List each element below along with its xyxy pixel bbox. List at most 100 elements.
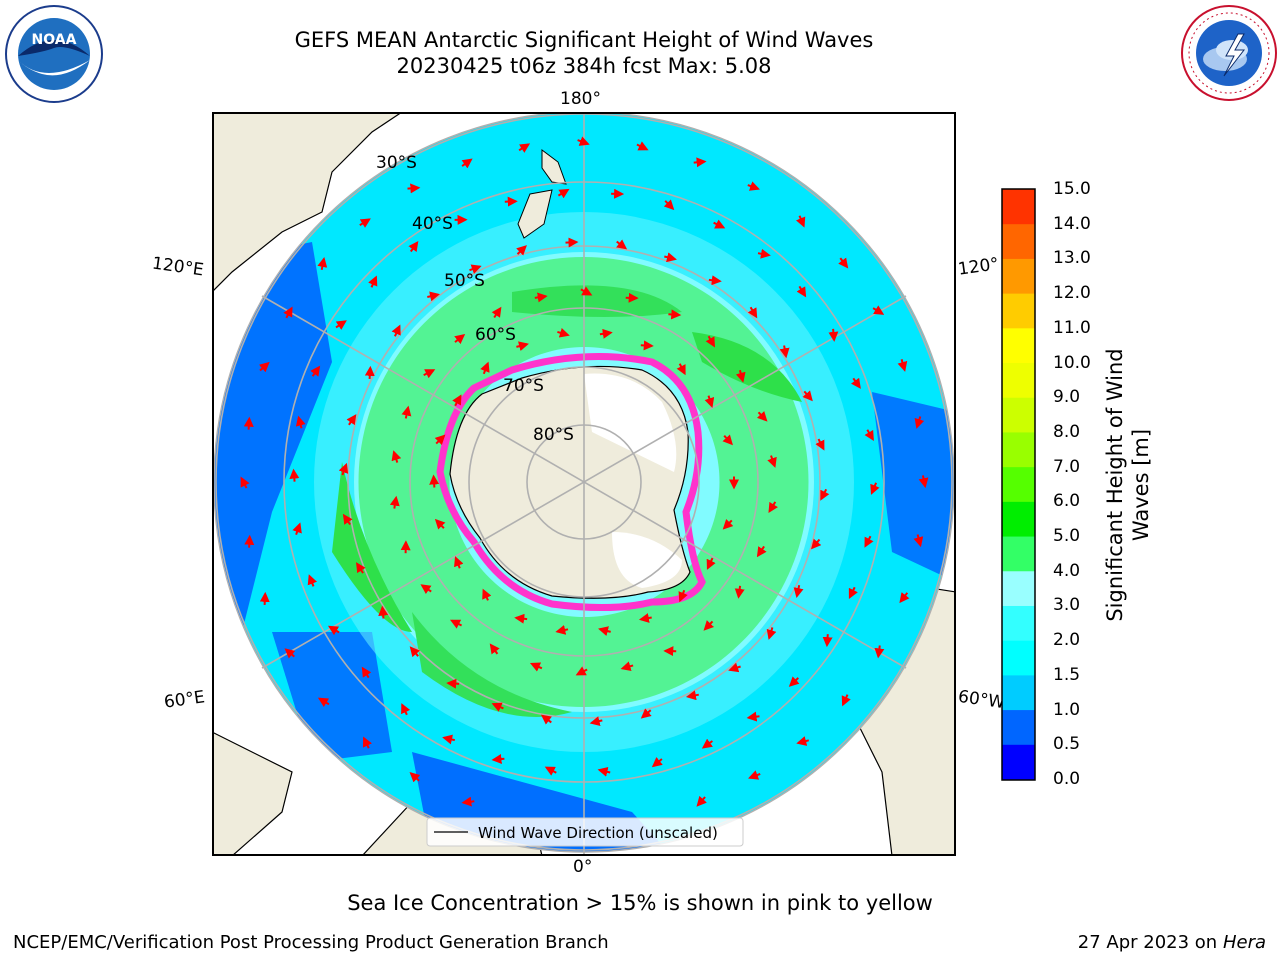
colorbar-tick-label: 15.0 bbox=[1053, 179, 1091, 199]
lon-label-60w: 60°W bbox=[956, 686, 1007, 714]
wave-direction-arrow bbox=[693, 157, 707, 168]
wave-direction-arrow bbox=[616, 239, 628, 250]
wave-direction-arrow bbox=[899, 592, 910, 604]
wave-direction-arrow bbox=[401, 405, 412, 419]
wave-direction-arrow bbox=[544, 766, 557, 776]
wave-direction-arrow bbox=[768, 501, 778, 514]
wave-direction-arrow bbox=[243, 416, 254, 430]
wave-direction-arrow bbox=[914, 416, 925, 429]
wave-direction-arrow bbox=[597, 766, 611, 777]
wave-direction-arrow bbox=[450, 619, 463, 629]
footer-date-text: 27 Apr 2023 on bbox=[1077, 932, 1218, 953]
wave-direction-arrow bbox=[557, 327, 570, 338]
wave-direction-arrow bbox=[820, 488, 830, 501]
wave-direction-arrow bbox=[534, 292, 548, 303]
wave-direction-arrow bbox=[452, 394, 462, 407]
wave-direction-arrow bbox=[788, 676, 800, 687]
national-weather-service-logo bbox=[1181, 5, 1277, 101]
wave-direction-arrow bbox=[361, 666, 372, 679]
colorbar-tick-label: 11.0 bbox=[1053, 317, 1091, 338]
wave-direction-arrow bbox=[870, 482, 880, 495]
wave-direction-arrow bbox=[734, 585, 745, 599]
wave-direction-arrow bbox=[685, 690, 699, 701]
wave-direction-arrow bbox=[284, 648, 296, 659]
wave-direction-arrow bbox=[310, 365, 321, 377]
wave-direction-arrow bbox=[283, 306, 293, 319]
lon-label-120e: 120°E bbox=[150, 253, 205, 281]
wave-direction-arrow bbox=[815, 438, 825, 451]
wave-direction-arrow bbox=[757, 248, 771, 259]
lon-label-60e: 60°E bbox=[162, 687, 207, 713]
wave-direction-arrow bbox=[796, 736, 810, 746]
wave-direction-arrow bbox=[848, 586, 858, 599]
wave-direction-arrow bbox=[362, 736, 372, 749]
colorbar-tick-label: 13.0 bbox=[1053, 248, 1091, 269]
wave-direction-arrow bbox=[461, 796, 475, 807]
wave-direction-arrow bbox=[359, 218, 371, 228]
antarctic-wave-map: Wind Wave Direction (unscaled) 30°S 40°S… bbox=[212, 112, 956, 856]
wave-direction-arrow bbox=[779, 345, 790, 359]
wave-direction-arrow bbox=[454, 333, 466, 345]
footer-host: Hera bbox=[1222, 932, 1266, 953]
wave-direction-arrow bbox=[258, 361, 270, 373]
wave-direction-arrow bbox=[409, 772, 421, 783]
colorbar-swatch bbox=[1002, 293, 1035, 329]
wave-direction-arrow bbox=[346, 414, 357, 426]
wave-direction-arrow bbox=[368, 275, 378, 288]
footer-date: 27 Apr 2023 on Hera bbox=[1078, 932, 1266, 953]
wave-direction-arrow bbox=[446, 678, 460, 689]
wave-direction-arrow bbox=[728, 662, 741, 673]
colorbar-swatch bbox=[1002, 397, 1035, 433]
noaa-logo: NOAA bbox=[5, 5, 103, 103]
sea-ice-note: Sea Ice Concentration > 15% is shown in … bbox=[347, 891, 933, 915]
wave-direction-arrow bbox=[516, 245, 527, 256]
lat-label-50s: 50°S bbox=[444, 271, 485, 291]
wave-direction-arrow bbox=[408, 240, 419, 253]
wave-direction-arrow bbox=[864, 535, 874, 548]
wave-direction-arrow bbox=[317, 257, 328, 270]
colorbar-swatch bbox=[1002, 605, 1035, 641]
wave-direction-arrow bbox=[307, 574, 318, 587]
graticule bbox=[215, 113, 953, 854]
wave-direction-arrow bbox=[391, 324, 401, 337]
wave-direction-arrow bbox=[620, 661, 634, 672]
colorbar-swatch bbox=[1002, 258, 1035, 294]
colorbar-swatch bbox=[1002, 223, 1035, 259]
wave-direction-arrow bbox=[838, 257, 849, 269]
wave-direction-arrow bbox=[378, 605, 389, 619]
colorbar bbox=[1001, 188, 1036, 781]
wave-direction-arrow bbox=[872, 305, 885, 315]
wave-direction-arrow bbox=[748, 770, 761, 780]
wave-direction-arrow bbox=[640, 340, 654, 351]
land-new-zealand-south bbox=[517, 189, 553, 239]
wave-direction-arrow bbox=[442, 734, 456, 745]
wave-direction-arrow bbox=[704, 395, 715, 409]
wave-direction-arrow bbox=[636, 141, 649, 151]
lon-label-120w: 120° bbox=[956, 254, 1001, 280]
figure-subtitle: 20230425 t06z 384h fcst Max: 5.08 bbox=[396, 54, 772, 78]
colorbar-swatch bbox=[1002, 536, 1035, 572]
colorbar-tick-label: 1.0 bbox=[1053, 699, 1081, 720]
legend-label: Wind Wave Direction (unscaled) bbox=[478, 824, 718, 842]
wave-direction-arrow bbox=[401, 703, 411, 716]
colorbar-swatch bbox=[1002, 744, 1035, 780]
wave-direction-arrow bbox=[480, 361, 490, 375]
colorbar-swatch bbox=[1002, 674, 1035, 711]
wave-direction-arrow bbox=[327, 625, 340, 636]
wave-direction-arrow bbox=[705, 335, 715, 348]
colorbar-swatch bbox=[1002, 709, 1035, 745]
wave-direction-arrow bbox=[793, 584, 804, 598]
colorbar-tick-label: 4.0 bbox=[1053, 560, 1081, 581]
lon-label-180: 180° bbox=[560, 89, 601, 109]
wave-direction-arrow bbox=[696, 795, 707, 807]
colorbar-tick-label: 7.0 bbox=[1053, 456, 1081, 477]
wave-direction-arrow bbox=[289, 468, 300, 482]
colorbar-label: Significant Height of Wind Waves [m] bbox=[1103, 348, 1153, 622]
wave-direction-arrow bbox=[434, 434, 446, 446]
wave-direction-arrow bbox=[747, 181, 760, 191]
colorbar-tick-label: 3.0 bbox=[1053, 595, 1081, 616]
wave-direction-arrow bbox=[529, 662, 543, 672]
wave-direction-arrow bbox=[802, 390, 813, 402]
wave-direction-arrow bbox=[701, 738, 713, 749]
wave-direction-arrow bbox=[389, 495, 400, 509]
